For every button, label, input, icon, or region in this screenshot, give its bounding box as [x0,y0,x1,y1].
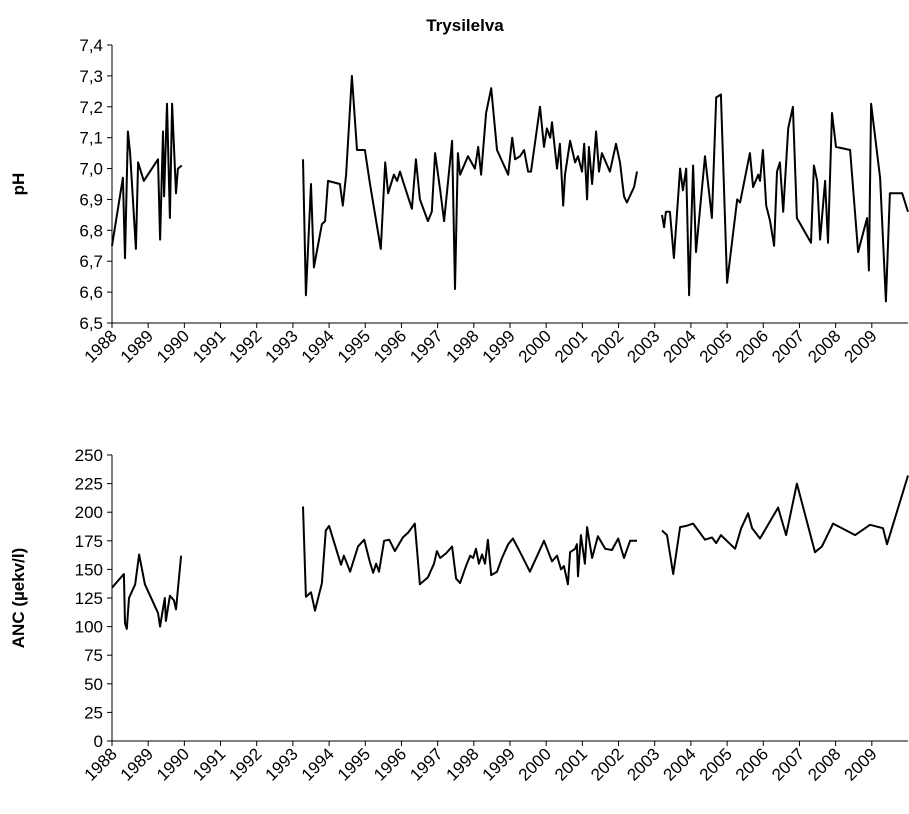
x-tick-label: 2009 [840,326,880,366]
x-tick-label: 2008 [804,744,844,784]
x-tick-label: 2004 [660,744,700,784]
x-tick-label: 1989 [117,744,157,784]
y-axis-label: ANC (µekv/l) [9,548,28,648]
y-tick-label: 7,0 [79,160,103,179]
x-tick-label: 1995 [334,326,374,366]
x-tick-label: 1989 [117,326,157,366]
x-tick-label: 1990 [153,326,193,366]
x-tick-label: 1990 [153,744,193,784]
y-tick-label: 7,4 [79,36,103,55]
x-tick-label: 1996 [370,744,410,784]
y-tick-label: 6,5 [79,314,103,333]
x-tick-label: 1991 [189,326,229,366]
y-tick-label: 7,2 [79,98,103,117]
x-tick-label: 1997 [406,744,446,784]
x-tick-label: 1999 [479,326,519,366]
x-tick-label: 2008 [804,326,844,366]
x-tick-label: 1999 [479,744,519,784]
x-tick-label: 1998 [442,326,482,366]
y-tick-label: 100 [75,618,103,637]
y-tick-label: 250 [75,446,103,465]
x-tick-label: 1992 [225,744,265,784]
y-tick-label: 25 [84,703,103,722]
y-tick-label: 7,3 [79,67,103,86]
y-tick-label: 225 [75,475,103,494]
x-tick-label: 2005 [696,744,736,784]
x-tick-label: 2009 [840,744,880,784]
x-tick-label: 1993 [262,744,302,784]
data-line [111,475,909,630]
x-tick-label: 1988 [81,744,121,784]
x-tick-label: 2007 [768,326,808,366]
y-tick-label: 150 [75,560,103,579]
x-tick-label: 1991 [189,744,229,784]
x-tick-label: 1996 [370,326,410,366]
y-tick-label: 200 [75,503,103,522]
x-tick-label: 1997 [406,326,446,366]
x-tick-label: 2001 [551,326,591,366]
x-tick-label: 2003 [623,744,663,784]
y-tick-label: 6,6 [79,283,103,302]
x-tick-label: 2002 [587,744,627,784]
data-line [111,74,909,303]
x-tick-label: 2004 [660,326,700,366]
y-tick-label: 6,7 [79,252,103,271]
x-tick-label: 2006 [732,744,772,784]
chart-title: Trysilelva [426,16,504,35]
x-tick-label: 1993 [262,326,302,366]
x-tick-label: 2005 [696,326,736,366]
y-tick-label: 0 [94,732,103,751]
y-axis-label: pH [9,173,28,196]
x-tick-label: 1995 [334,744,374,784]
y-tick-label: 6,8 [79,221,103,240]
y-tick-label: 50 [84,675,103,694]
x-tick-label: 2003 [623,326,663,366]
x-tick-label: 1994 [298,744,338,784]
x-tick-label: 2007 [768,744,808,784]
x-tick-label: 2002 [587,326,627,366]
y-tick-label: 75 [84,646,103,665]
x-tick-label: 2001 [551,744,591,784]
x-tick-label: 1998 [442,744,482,784]
x-tick-label: 2006 [732,326,772,366]
y-tick-label: 6,9 [79,190,103,209]
y-tick-label: 125 [75,589,103,608]
x-tick-label: 1994 [298,326,338,366]
x-tick-label: 2000 [515,744,555,784]
x-tick-label: 1992 [225,326,265,366]
x-tick-label: 2000 [515,326,555,366]
y-tick-label: 175 [75,532,103,551]
y-tick-label: 7,1 [79,129,103,148]
